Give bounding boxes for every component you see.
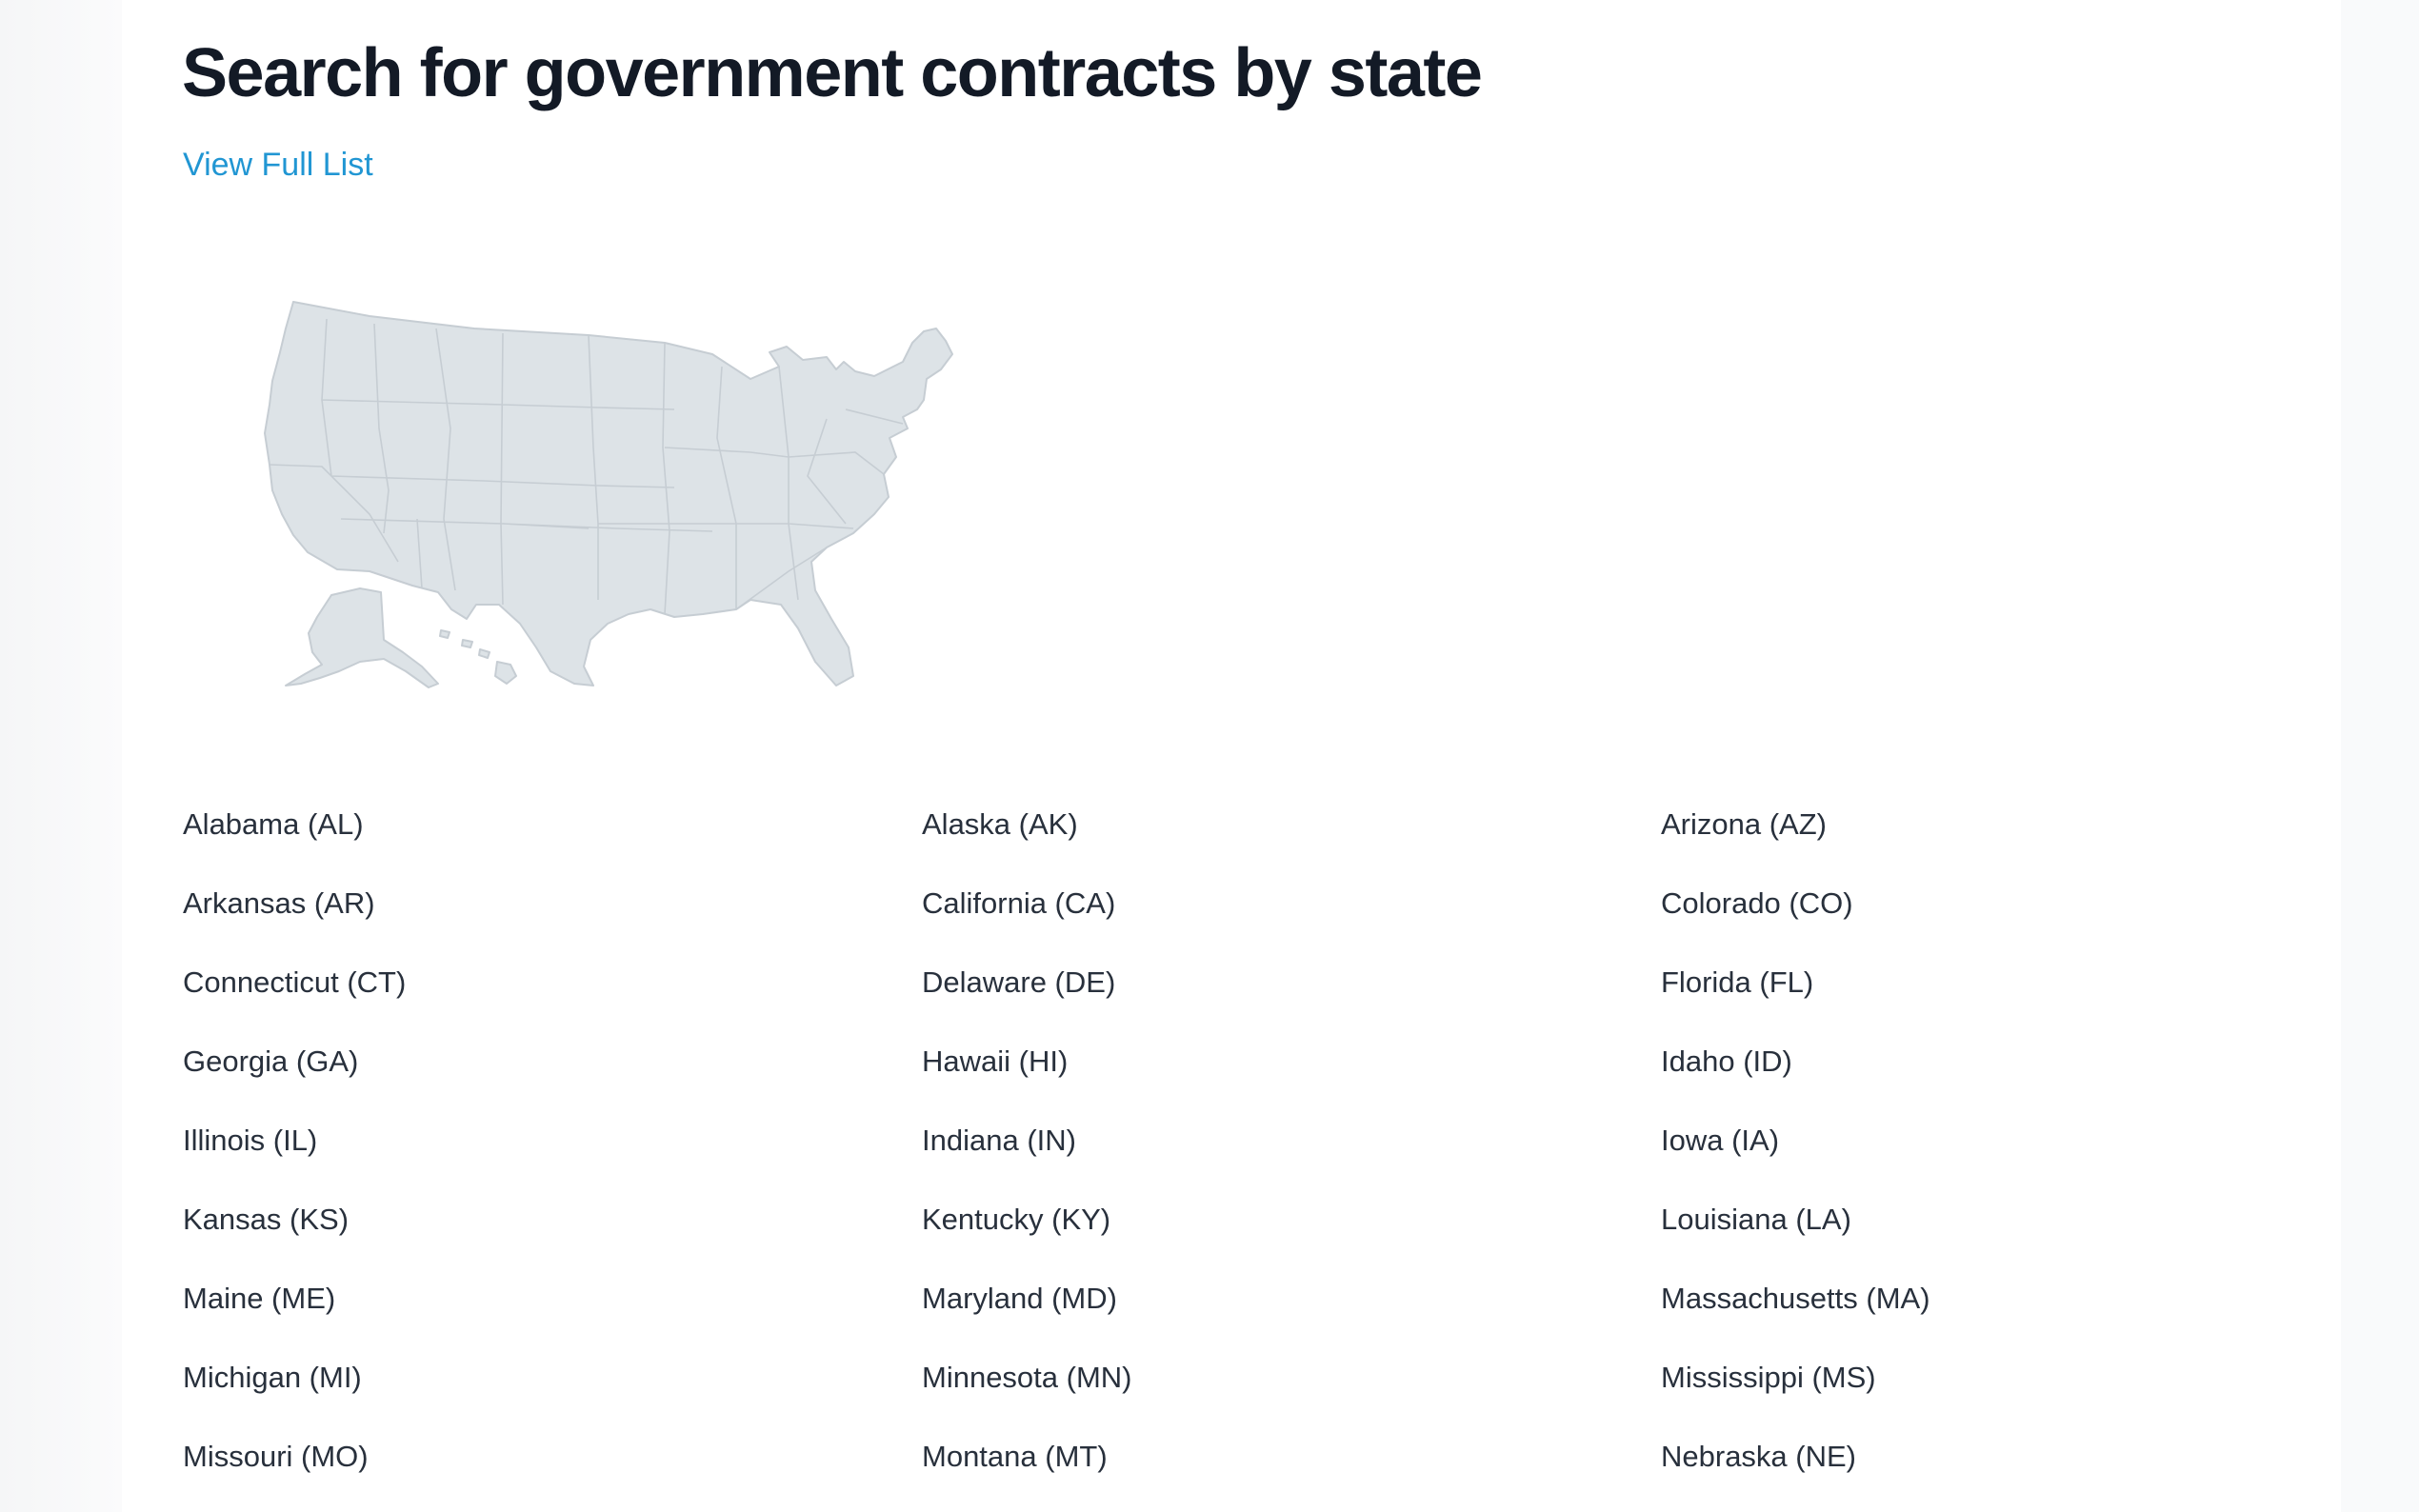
state-list: Alabama (AL) Alaska (AK) Arizona (AZ) Ar… <box>183 806 2278 1512</box>
view-full-list-link[interactable]: View Full List <box>183 147 373 183</box>
state-link[interactable]: Idaho (ID) <box>1661 1044 1792 1078</box>
state-link[interactable]: Georgia (GA) <box>183 1044 359 1078</box>
left-gutter <box>0 0 122 1512</box>
state-link[interactable]: Montana (MT) <box>922 1440 1108 1473</box>
state-link[interactable]: Hawaii (HI) <box>922 1044 1069 1078</box>
state-link[interactable]: California (CA) <box>922 886 1116 920</box>
state-link[interactable]: Arizona (AZ) <box>1661 807 1827 841</box>
state-link[interactable]: Illinois (IL) <box>183 1124 318 1157</box>
page-title: Search for government contracts by state <box>182 35 1483 111</box>
state-link[interactable]: Maine (ME) <box>183 1282 336 1315</box>
state-link[interactable]: Michigan (MI) <box>183 1361 362 1394</box>
map-alaska[interactable] <box>285 587 439 688</box>
state-link[interactable]: Alabama (AL) <box>183 807 364 841</box>
main-panel: Search for government contracts by state… <box>122 0 2341 1512</box>
us-map[interactable] <box>217 286 960 695</box>
state-link[interactable]: Connecticut (CT) <box>183 965 407 999</box>
state-link[interactable]: Louisiana (LA) <box>1661 1203 1851 1236</box>
state-link[interactable]: Kansas (KS) <box>183 1203 350 1236</box>
state-link[interactable]: Minnesota (MN) <box>922 1361 1132 1394</box>
state-link[interactable]: Missouri (MO) <box>183 1440 369 1473</box>
map-hawaii[interactable] <box>439 629 517 685</box>
state-link[interactable]: Mississippi (MS) <box>1661 1361 1876 1394</box>
state-link[interactable]: Maryland (MD) <box>922 1282 1117 1315</box>
state-link[interactable]: Iowa (IA) <box>1661 1124 1780 1157</box>
state-link[interactable]: Indiana (IN) <box>922 1124 1076 1157</box>
state-link[interactable]: Delaware (DE) <box>922 965 1116 999</box>
state-link[interactable]: Arkansas (AR) <box>183 886 375 920</box>
map-contiguous-us[interactable] <box>264 301 953 686</box>
state-link[interactable]: Alaska (AK) <box>922 807 1078 841</box>
state-link[interactable]: Kentucky (KY) <box>922 1203 1111 1236</box>
state-link[interactable]: Colorado (CO) <box>1661 886 1853 920</box>
state-link[interactable]: Florida (FL) <box>1661 965 1814 999</box>
state-link[interactable]: Nebraska (NE) <box>1661 1440 1856 1473</box>
state-link[interactable]: Massachusetts (MA) <box>1661 1282 1930 1315</box>
